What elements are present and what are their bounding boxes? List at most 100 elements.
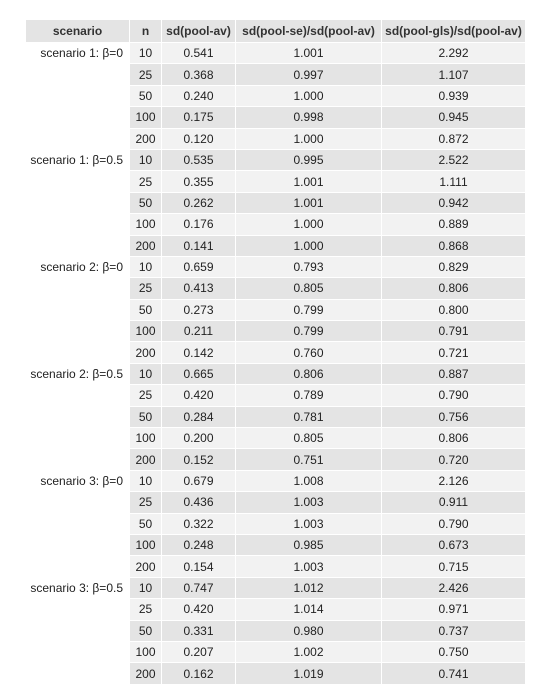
n-cell: 25 <box>130 171 162 193</box>
ratio-se-cell: 1.008 <box>236 470 382 493</box>
scenario-cell: scenario 2: β=0.5 <box>26 363 130 386</box>
n-cell: 10 <box>130 43 162 65</box>
n-cell: 200 <box>130 342 162 364</box>
scenario-cell: scenario 3: β=0.5 <box>26 577 130 600</box>
n-cell: 10 <box>130 470 162 493</box>
sd-pool-av-cell: 0.152 <box>162 449 236 471</box>
table-row: scenario 2: β=0 10 0.659 0.793 0.829 <box>26 256 526 279</box>
scenario-cell <box>26 513 130 535</box>
scenario-cell <box>26 321 130 343</box>
n-cell: 50 <box>130 513 162 535</box>
ratio-se-cell: 0.980 <box>236 620 382 642</box>
scenario-cell <box>26 235 130 257</box>
ratio-gls-cell: 0.790 <box>382 385 526 407</box>
table-row: 200 0.152 0.751 0.720 <box>26 449 526 471</box>
sd-pool-av-cell: 0.355 <box>162 171 236 193</box>
n-cell: 200 <box>130 663 162 685</box>
table-row: 100 0.176 1.000 0.889 <box>26 214 526 236</box>
scenario-cell <box>26 128 130 150</box>
table-row: 200 0.141 1.000 0.868 <box>26 235 526 257</box>
scenario-cell <box>26 599 130 621</box>
ratio-se-cell: 0.793 <box>236 256 382 279</box>
ratio-gls-cell: 0.942 <box>382 192 526 215</box>
table-row: 50 0.322 1.003 0.790 <box>26 513 526 535</box>
column-header-sd-pool-av: sd(pool-av) <box>162 20 236 43</box>
sd-pool-av-cell: 0.120 <box>162 128 236 150</box>
sd-pool-av-cell: 0.679 <box>162 470 236 493</box>
sd-pool-av-cell: 0.162 <box>162 663 236 685</box>
ratio-se-cell: 0.751 <box>236 449 382 471</box>
table-row: 50 0.262 1.001 0.942 <box>26 192 526 215</box>
ratio-se-cell: 1.003 <box>236 492 382 514</box>
n-cell: 25 <box>130 64 162 86</box>
n-cell: 50 <box>130 85 162 108</box>
scenario-cell: scenario 1: β=0 <box>26 43 130 65</box>
scenario-cell: scenario 3: β=0 <box>26 470 130 493</box>
ratio-se-cell: 0.995 <box>236 149 382 172</box>
ratio-gls-cell: 0.721 <box>382 342 526 364</box>
scenario-cell: scenario 2: β=0 <box>26 256 130 279</box>
n-cell: 50 <box>130 406 162 429</box>
ratio-gls-cell: 0.750 <box>382 641 526 664</box>
ratio-gls-cell: 0.829 <box>382 256 526 279</box>
table-row: 200 0.120 1.000 0.872 <box>26 128 526 150</box>
table-row: 50 0.284 0.781 0.756 <box>26 406 526 429</box>
sd-pool-av-cell: 0.248 <box>162 534 236 557</box>
n-cell: 50 <box>130 299 162 322</box>
ratio-gls-cell: 0.756 <box>382 406 526 429</box>
ratio-se-cell: 0.805 <box>236 428 382 450</box>
ratio-gls-cell: 0.911 <box>382 492 526 514</box>
sd-pool-av-cell: 0.200 <box>162 428 236 450</box>
ratio-gls-cell: 0.806 <box>382 278 526 300</box>
ratio-gls-cell: 0.741 <box>382 663 526 685</box>
column-header-n: n <box>130 20 162 43</box>
ratio-se-cell: 1.003 <box>236 556 382 578</box>
n-cell: 10 <box>130 363 162 386</box>
sd-pool-av-cell: 0.541 <box>162 43 236 65</box>
n-cell: 100 <box>130 321 162 343</box>
ratio-gls-cell: 1.111 <box>382 171 526 193</box>
scenario-cell <box>26 342 130 364</box>
ratio-gls-cell: 0.791 <box>382 321 526 343</box>
n-cell: 100 <box>130 428 162 450</box>
table-row: 25 0.420 1.014 0.971 <box>26 599 526 621</box>
n-cell: 10 <box>130 577 162 600</box>
sd-pool-av-cell: 0.331 <box>162 620 236 642</box>
ratio-se-cell: 0.789 <box>236 385 382 407</box>
scenario-cell <box>26 406 130 429</box>
ratio-se-cell: 0.998 <box>236 107 382 129</box>
scenario-cell <box>26 663 130 685</box>
table-row: 100 0.248 0.985 0.673 <box>26 534 526 557</box>
table-row: 25 0.368 0.997 1.107 <box>26 64 526 86</box>
table-row: 25 0.436 1.003 0.911 <box>26 492 526 514</box>
ratio-gls-cell: 1.107 <box>382 64 526 86</box>
ratio-gls-cell: 2.126 <box>382 470 526 493</box>
ratio-se-cell: 1.000 <box>236 214 382 236</box>
ratio-se-cell: 1.000 <box>236 128 382 150</box>
n-cell: 100 <box>130 534 162 557</box>
scenario-cell <box>26 428 130 450</box>
n-cell: 25 <box>130 278 162 300</box>
sd-pool-av-cell: 0.211 <box>162 321 236 343</box>
table-row: scenario 3: β=0.5 10 0.747 1.012 2.426 <box>26 577 526 600</box>
ratio-se-cell: 1.001 <box>236 171 382 193</box>
column-header-ratio-se: sd(pool-se)/sd(pool-av) <box>236 20 382 43</box>
n-cell: 25 <box>130 599 162 621</box>
table-row: 200 0.142 0.760 0.721 <box>26 342 526 364</box>
table-row: scenario 1: β=0 10 0.541 1.001 2.292 <box>26 43 526 65</box>
ratio-gls-cell: 0.939 <box>382 85 526 108</box>
n-cell: 200 <box>130 449 162 471</box>
sd-pool-av-cell: 0.368 <box>162 64 236 86</box>
ratio-gls-cell: 0.945 <box>382 107 526 129</box>
ratio-se-cell: 0.799 <box>236 299 382 322</box>
scenario-cell <box>26 641 130 664</box>
table-row: 25 0.420 0.789 0.790 <box>26 385 526 407</box>
sd-pool-av-cell: 0.207 <box>162 641 236 664</box>
ratio-gls-cell: 2.292 <box>382 43 526 65</box>
table-row: 100 0.207 1.002 0.750 <box>26 641 526 664</box>
scenario-cell <box>26 556 130 578</box>
ratio-se-cell: 1.001 <box>236 192 382 215</box>
n-cell: 10 <box>130 149 162 172</box>
scenario-cell <box>26 171 130 193</box>
scenario-cell <box>26 192 130 215</box>
